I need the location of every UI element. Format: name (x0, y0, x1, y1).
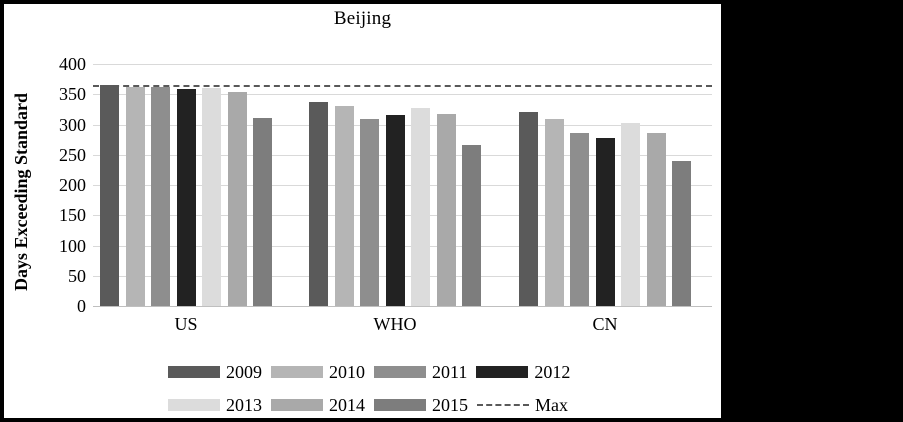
legend-label-2014: 2014 (329, 395, 365, 415)
legend-label-2010: 2010 (329, 362, 365, 382)
legend-maxline-swatch (477, 404, 529, 406)
legend-swatch-2012 (476, 366, 529, 378)
legend-label-2015: 2015 (432, 395, 468, 415)
bar-group-US (100, 64, 272, 306)
legend-swatch-2014 (271, 399, 323, 411)
bar-CN-2015 (672, 160, 691, 306)
bar-US-2009 (100, 85, 119, 306)
bar-group-CN (519, 64, 691, 306)
legend-item-2015: 2015 (374, 394, 468, 416)
bar-US-2012 (176, 88, 196, 306)
chart-title: Beijing (333, 8, 392, 29)
x-label-US: US (174, 314, 198, 334)
bar-CN-2009 (519, 112, 538, 306)
bar-CN-2012 (595, 138, 615, 306)
bar-US-2011 (151, 87, 170, 306)
max-reference-line (93, 85, 712, 87)
legend-label-2009: 2009 (226, 362, 262, 382)
frame-left-bar (0, 0, 4, 422)
y-tick-400: 400 (59, 54, 86, 74)
legend-row-2: 2013 2014 2015 Max (168, 394, 577, 416)
legend-item-2013: 2013 (168, 394, 262, 416)
bar-CN-2013 (621, 123, 640, 306)
y-tick-0: 0 (77, 296, 86, 316)
frame-bottom-bar (0, 418, 903, 422)
legend-item-2011: 2011 (374, 361, 467, 383)
legend-swatch-2013 (168, 399, 220, 411)
bar-WHO-2015 (462, 144, 481, 306)
x-label-CN: CN (592, 314, 618, 334)
bar-WHO-2014 (436, 114, 456, 306)
gridline-350 (93, 94, 712, 95)
legend-swatch-2009 (168, 366, 220, 378)
bar-US-2014 (227, 91, 247, 306)
frame-top-bar (0, 0, 903, 4)
legend-swatch-2010 (271, 366, 323, 378)
legend-label-2013: 2013 (226, 395, 262, 415)
gridline-0 (93, 306, 712, 307)
legend-item-2010: 2010 (271, 361, 365, 383)
legend-item-2014: 2014 (271, 394, 365, 416)
frame-right-block (721, 0, 903, 422)
bar-WHO-2010 (334, 106, 354, 306)
bar-US-2013 (202, 87, 221, 306)
bar-WHO-2013 (411, 108, 430, 306)
bar-group-WHO (309, 64, 481, 306)
plot-area (93, 64, 712, 307)
legend-item-2009: 2009 (168, 361, 262, 383)
legend-swatch-2011 (374, 366, 426, 378)
gridline-400 (93, 64, 712, 65)
y-tick-50: 50 (68, 266, 86, 286)
bar-CN-2010 (544, 119, 564, 306)
legend-item-2012: 2012 (476, 361, 570, 383)
y-tick-300: 300 (59, 115, 86, 135)
legend-label-2012: 2012 (534, 362, 571, 382)
legend-row-1: 2009 2010 2011 2012 (168, 361, 579, 383)
y-tick-350: 350 (59, 84, 86, 104)
x-label-WHO: WHO (373, 314, 417, 334)
y-tick-250: 250 (59, 145, 86, 165)
y-tick-200: 200 (59, 175, 86, 195)
y-axis-title: Days Exceeding Standard (11, 92, 31, 292)
y-tick-100: 100 (59, 236, 86, 256)
bar-US-2015 (253, 117, 272, 306)
legend-swatch-2015 (374, 399, 426, 411)
bar-WHO-2011 (360, 119, 379, 306)
bar-WHO-2009 (309, 101, 328, 306)
legend-label-Max: Max (535, 395, 568, 415)
bar-CN-2011 (570, 133, 589, 306)
bar-US-2010 (125, 87, 145, 306)
bar-CN-2014 (646, 133, 666, 306)
legend-item-Max: Max (477, 394, 568, 416)
y-tick-150: 150 (59, 205, 86, 225)
legend-label-2011: 2011 (432, 362, 468, 382)
bar-WHO-2012 (385, 115, 405, 306)
